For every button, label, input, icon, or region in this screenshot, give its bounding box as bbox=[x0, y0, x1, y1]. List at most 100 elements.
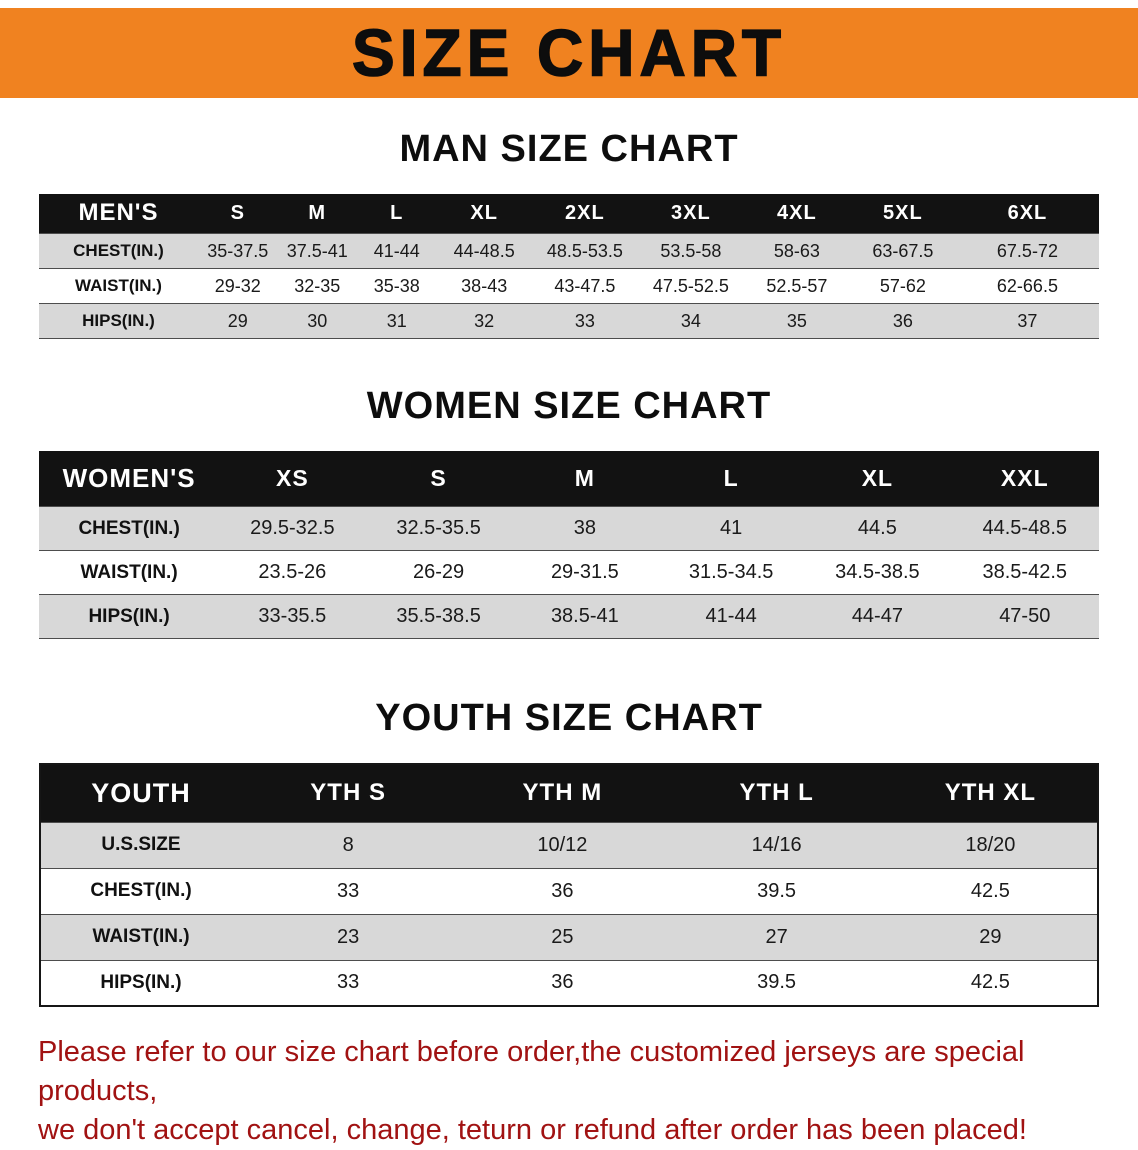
measurement-row: WAIST(IN.) 23.5-26 26-29 29-31.5 31.5-34.5 34… bbox=[39, 550, 1099, 595]
row-label: WAIST(IN.) bbox=[40, 913, 242, 961]
size-value: 35.5-38.5 bbox=[365, 594, 512, 639]
size-value: 8 bbox=[241, 821, 456, 869]
size-column-header: S bbox=[365, 450, 512, 507]
size-value: 35-38 bbox=[357, 268, 437, 304]
page-title: SIZE CHART bbox=[351, 15, 786, 91]
disclaimer-note: Please refer to our size chart before or… bbox=[38, 1033, 1100, 1150]
size-value: 34 bbox=[637, 303, 744, 339]
size-column-header: XL bbox=[436, 193, 532, 234]
size-value: 42.5 bbox=[883, 867, 1098, 915]
youth-section-title: YOUTH SIZE CHART bbox=[375, 697, 763, 740]
size-column-header: YTH M bbox=[455, 764, 670, 823]
size-value: 33 bbox=[531, 303, 638, 339]
size-value: 37.5-41 bbox=[277, 233, 357, 269]
size-value: 29-31.5 bbox=[511, 550, 658, 595]
size-value: 31 bbox=[357, 303, 437, 339]
size-column-header: 2XL bbox=[531, 193, 638, 234]
row-label: HIPS(IN.) bbox=[39, 594, 220, 639]
size-value: 42.5 bbox=[883, 959, 1098, 1007]
size-value: 35 bbox=[743, 303, 850, 339]
measurement-row: HIPS(IN.) 29 30 31 32 33 34 35 36 37 bbox=[39, 303, 1099, 339]
size-column-header: YTH XL bbox=[883, 764, 1098, 823]
size-value: 57-62 bbox=[849, 268, 956, 304]
size-value: 29.5-32.5 bbox=[219, 506, 366, 551]
table-group-label: MEN'S bbox=[39, 193, 198, 234]
size-value: 44-47 bbox=[804, 594, 951, 639]
youth-size-section: YOUTH SIZE CHART YOUTH YTH S YTH M YTH L YTH… bbox=[0, 697, 1138, 1008]
size-value: 32.5-35.5 bbox=[365, 506, 512, 551]
size-value: 18/20 bbox=[883, 821, 1098, 869]
measurement-row: CHEST(IN.) 35-37.5 37.5-41 41-44 44-48.5 48.5… bbox=[39, 233, 1099, 269]
table-group-label: YOUTH bbox=[40, 764, 242, 823]
size-column-header: 4XL bbox=[743, 193, 850, 234]
table-group-label: WOMEN'S bbox=[39, 450, 220, 507]
row-label: WAIST(IN.) bbox=[39, 550, 220, 595]
size-value: 30 bbox=[277, 303, 357, 339]
size-value: 58-63 bbox=[743, 233, 850, 269]
size-value: 53.5-58 bbox=[637, 233, 744, 269]
size-column-header: XXL bbox=[950, 450, 1099, 507]
size-value: 10/12 bbox=[455, 821, 670, 869]
row-label: WAIST(IN.) bbox=[39, 268, 198, 304]
size-value: 33 bbox=[241, 867, 456, 915]
size-column-header: L bbox=[357, 193, 437, 234]
size-column-header: M bbox=[511, 450, 658, 507]
size-value: 25 bbox=[455, 913, 670, 961]
size-value: 39.5 bbox=[669, 867, 884, 915]
size-value: 33 bbox=[241, 959, 456, 1007]
size-value: 32-35 bbox=[277, 268, 357, 304]
measurement-row: CHEST(IN.) 29.5-32.5 32.5-35.5 38 41 44.5 44.5… bbox=[39, 506, 1099, 551]
size-value: 37 bbox=[955, 303, 1099, 339]
size-value: 29 bbox=[883, 913, 1098, 961]
measurement-row: CHEST(IN.) 33 36 39.5 42.5 bbox=[40, 867, 1098, 915]
size-value: 47.5-52.5 bbox=[637, 268, 744, 304]
size-chart-page: SIZE CHART MAN SIZE CHART MEN'S S M L XL 2XL 3… bbox=[0, 8, 1138, 1150]
size-value: 36 bbox=[455, 959, 670, 1007]
size-value: 44.5 bbox=[804, 506, 951, 551]
size-value: 27 bbox=[669, 913, 884, 961]
size-column-header: XL bbox=[804, 450, 951, 507]
size-column-header: M bbox=[277, 193, 357, 234]
women-section-title: WOMEN SIZE CHART bbox=[366, 385, 772, 428]
row-label: U.S.SIZE bbox=[40, 821, 242, 869]
size-column-header: XS bbox=[219, 450, 366, 507]
size-column-header: YTH S bbox=[241, 764, 456, 823]
size-value: 32 bbox=[436, 303, 532, 339]
size-column-header: L bbox=[658, 450, 805, 507]
youth-size-table: YOUTH YTH S YTH M YTH L YTH XL U.S.SIZE 8 10/12… bbox=[39, 763, 1099, 1008]
size-header-row: MEN'S S M L XL 2XL 3XL 4XL 5XL 6XL bbox=[39, 193, 1099, 234]
size-value: 52.5-57 bbox=[743, 268, 850, 304]
size-value: 48.5-53.5 bbox=[531, 233, 638, 269]
size-value: 38 bbox=[511, 506, 658, 551]
size-value: 26-29 bbox=[365, 550, 512, 595]
orange-banner: SIZE CHART bbox=[0, 8, 1138, 98]
size-column-header: YTH L bbox=[669, 764, 884, 823]
size-value: 33-35.5 bbox=[219, 594, 366, 639]
size-value: 38.5-42.5 bbox=[950, 550, 1099, 595]
size-value: 41-44 bbox=[658, 594, 805, 639]
size-value: 34.5-38.5 bbox=[804, 550, 951, 595]
size-value: 31.5-34.5 bbox=[658, 550, 805, 595]
size-value: 41-44 bbox=[357, 233, 437, 269]
size-value: 43-47.5 bbox=[531, 268, 638, 304]
size-header-row: YOUTH YTH S YTH M YTH L YTH XL bbox=[40, 764, 1098, 823]
size-value: 62-66.5 bbox=[955, 268, 1099, 304]
measurement-row: U.S.SIZE 8 10/12 14/16 18/20 bbox=[40, 821, 1098, 869]
size-value: 63-67.5 bbox=[849, 233, 956, 269]
size-value: 14/16 bbox=[669, 821, 884, 869]
size-column-header: 6XL bbox=[955, 193, 1099, 234]
size-value: 41 bbox=[658, 506, 805, 551]
size-header-row: WOMEN'S XS S M L XL XXL bbox=[39, 450, 1099, 507]
men-size-table: MEN'S S M L XL 2XL 3XL 4XL 5XL 6XL CHEST(IN.) 35-37… bbox=[39, 193, 1099, 340]
size-value: 44.5-48.5 bbox=[950, 506, 1099, 551]
row-label: CHEST(IN.) bbox=[39, 233, 198, 269]
row-label: CHEST(IN.) bbox=[39, 506, 220, 551]
men-size-section: MAN SIZE CHART MEN'S S M L XL 2XL 3XL 4XL 5XL 6XL… bbox=[0, 128, 1138, 340]
size-value: 47-50 bbox=[950, 594, 1099, 639]
size-value: 38.5-41 bbox=[511, 594, 658, 639]
size-column-header: S bbox=[198, 193, 278, 234]
measurement-row: HIPS(IN.) 33-35.5 35.5-38.5 38.5-41 41-44 44-… bbox=[39, 594, 1099, 639]
size-value: 36 bbox=[455, 867, 670, 915]
row-label: HIPS(IN.) bbox=[40, 959, 242, 1007]
measurement-row: WAIST(IN.) 23 25 27 29 bbox=[40, 913, 1098, 961]
